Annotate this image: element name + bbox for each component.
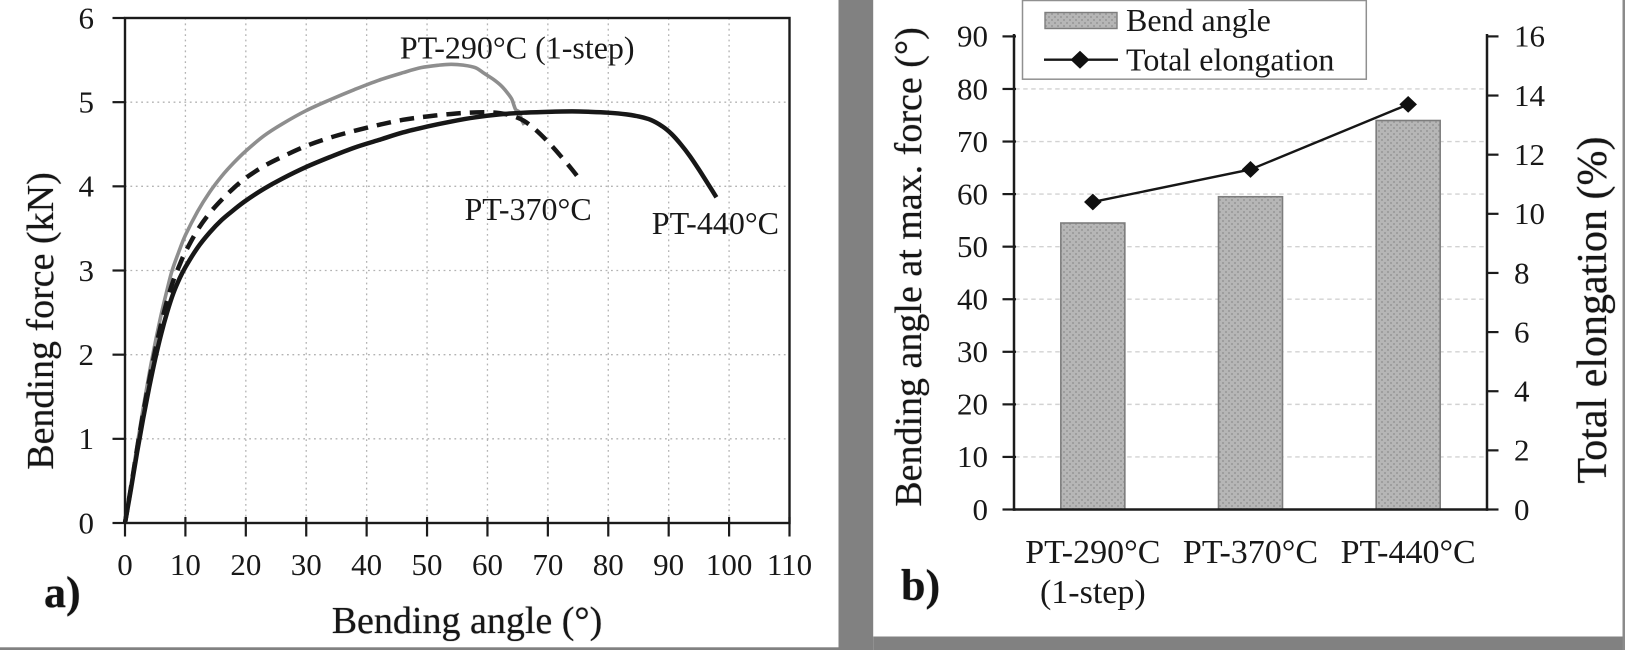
bar-2 <box>1375 119 1441 511</box>
curve-label-pt440: PT-440°C <box>652 205 779 241</box>
legend-bar-swatch <box>1044 11 1118 30</box>
panel-a-tag: a) <box>44 568 81 617</box>
panel-divider-band <box>838 0 874 650</box>
right-tick-label: 0 <box>1514 492 1530 527</box>
left-tick-label: 70 <box>957 124 988 159</box>
x-tick-label: 10 <box>170 547 201 582</box>
category-label-0: PT-290°C <box>1025 534 1160 571</box>
diamond-marker-2 <box>1399 96 1417 113</box>
panel-a-x-axis-title: Bending angle (°) <box>331 600 603 642</box>
left-tick-label: 60 <box>957 176 988 211</box>
y-tick-label: 2 <box>79 337 95 372</box>
bar-0 <box>1060 222 1126 511</box>
right-tick-label: 8 <box>1514 255 1530 290</box>
x-tick-label: 100 <box>706 547 753 582</box>
y-tick-label: 0 <box>79 505 95 540</box>
bar-1 <box>1217 195 1284 511</box>
elongation-line <box>1092 103 1409 204</box>
right-tick-label: 6 <box>1514 314 1530 349</box>
y-tick-label: 1 <box>79 421 95 456</box>
curve-label-pt370: PT-370°C <box>464 191 591 227</box>
panel-b-right-axis-title: Total elongation (%) <box>1570 136 1616 484</box>
panel-a-y-axis-title: Bending force (kN) <box>20 172 62 470</box>
left-tick-label: 10 <box>957 439 988 474</box>
right-tick-label: 4 <box>1514 374 1530 409</box>
x-tick-label: 40 <box>351 547 382 582</box>
x-tick-label: 110 <box>767 547 812 582</box>
right-tick-label: 2 <box>1514 433 1530 468</box>
category-label-0: (1-step) <box>1040 574 1146 611</box>
right-tick-label: 16 <box>1514 19 1545 54</box>
x-tick-label: 70 <box>532 547 563 582</box>
left-tick-label: 40 <box>957 282 988 317</box>
y-tick-label: 5 <box>79 84 95 119</box>
x-tick-label: 80 <box>593 547 624 582</box>
left-tick-label: 90 <box>957 19 988 54</box>
curve-pt440 <box>122 109 719 524</box>
left-tick-label: 20 <box>957 387 988 422</box>
panel-a-chart: 0 10 20 30 40 50 60 70 80 90 100 110 0 1 2 3 4 5 6 PT-290°C… <box>79 0 813 582</box>
y-tick-label: 3 <box>79 253 95 288</box>
diamond-marker-1 <box>1241 161 1260 178</box>
curve-label-pt290: PT-290°C (1-step) <box>400 29 635 65</box>
right-tick-label: 10 <box>1514 196 1545 231</box>
category-label-2: PT-440°C <box>1341 534 1476 571</box>
left-tick-label: 30 <box>957 334 988 369</box>
legend-label-total-elongation: Total elongation <box>1126 42 1334 78</box>
plot-border <box>123 16 791 525</box>
legend-label-bend-angle: Bend angle <box>1126 2 1271 38</box>
y-tick-label: 6 <box>79 0 95 35</box>
category-label-1: PT-370°C <box>1183 534 1318 571</box>
x-tick-label: 90 <box>653 547 684 582</box>
x-tick-label: 0 <box>117 547 133 582</box>
bottom-edge-strip <box>0 647 839 650</box>
panel-b-tag: b) <box>901 561 941 610</box>
right-tick-label: 12 <box>1514 137 1545 172</box>
legend-diamond-marker <box>1070 50 1090 69</box>
bottom-band-right <box>873 636 1625 650</box>
curve-pt370 <box>122 110 582 524</box>
x-tick-label: 50 <box>412 547 443 582</box>
x-tick-label: 20 <box>230 547 261 582</box>
right-edge-strip <box>1622 0 1625 650</box>
panel-b-chart: 0 10 20 30 40 50 60 70 80 90 0 2 4 6 8 10 12 14 16 PT-290°C… <box>957 0 1546 611</box>
left-tick-label: 80 <box>957 71 988 106</box>
left-tick-label: 50 <box>957 229 988 264</box>
panel-b-left-axis-title: Bending angle at max. force (°) <box>888 27 930 507</box>
right-tick-label: 14 <box>1514 78 1546 113</box>
y-tick-label: 4 <box>79 169 95 204</box>
x-tick-label: 30 <box>291 547 322 582</box>
diamond-marker-0 <box>1084 193 1102 211</box>
x-tick-label: 60 <box>472 547 503 582</box>
left-tick-label: 0 <box>973 492 989 527</box>
